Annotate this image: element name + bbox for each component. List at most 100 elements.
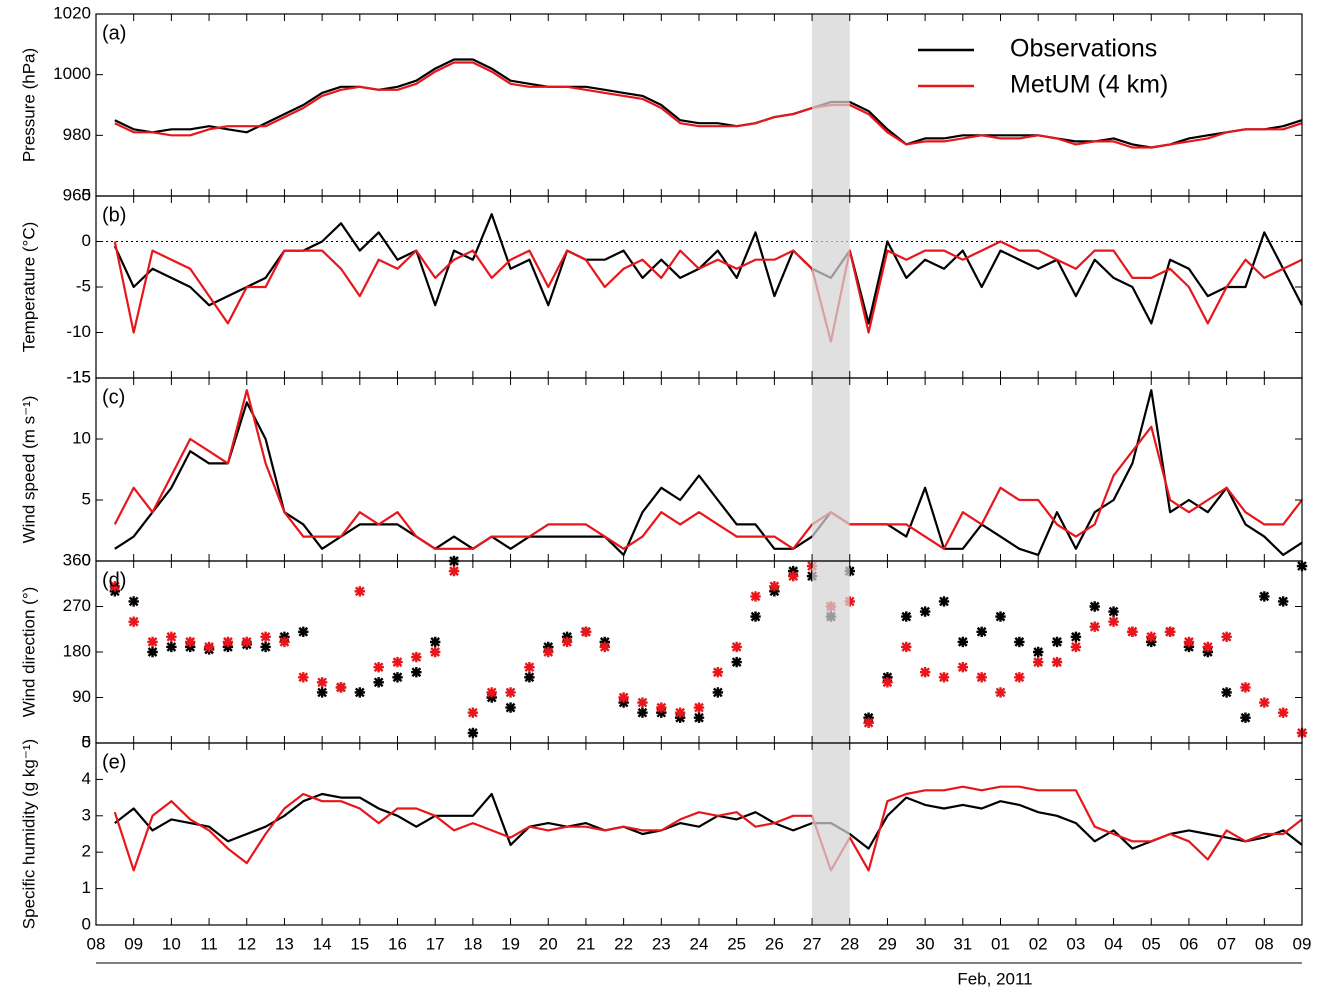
panel-label: (c)	[102, 386, 125, 408]
data-point	[1051, 656, 1063, 668]
data-line	[113, 240, 1303, 343]
y-tick-label: 180	[63, 641, 91, 660]
data-point	[1089, 601, 1100, 612]
x-tick-label: 08	[87, 934, 106, 953]
x-tick-label: 12	[237, 934, 256, 953]
y-tick-label: 0	[82, 732, 91, 751]
y-tick-label: 5	[82, 489, 91, 508]
legend-label: Observations	[1010, 35, 1157, 63]
data-point	[938, 672, 950, 683]
x-tick-label: 17	[426, 934, 445, 953]
data-point	[298, 672, 309, 683]
y-tick-label: -5	[76, 276, 91, 295]
data-point	[373, 677, 384, 688]
data-point	[599, 641, 610, 653]
x-tick-label: 23	[652, 934, 671, 953]
x-tick-label: 28	[840, 934, 859, 953]
data-point	[1183, 636, 1195, 648]
data-point	[976, 672, 987, 683]
data-point	[561, 636, 573, 648]
data-point	[1202, 641, 1213, 653]
data-point	[354, 687, 366, 698]
x-tick-label: 24	[690, 934, 709, 953]
x-tick-label: 05	[1142, 934, 1161, 953]
y-tick-label: 0	[82, 231, 91, 250]
data-point	[411, 667, 422, 678]
data-point	[1277, 596, 1289, 607]
data-point	[524, 661, 535, 673]
x-tick-label: 07	[1217, 934, 1236, 953]
data-point	[448, 565, 460, 577]
x-tick-label: 02	[1029, 934, 1048, 953]
data-point	[1070, 631, 1082, 643]
data-point	[1240, 712, 1251, 723]
data-point	[222, 636, 234, 648]
data-point	[505, 702, 516, 713]
panel-label: (d)	[102, 569, 126, 591]
data-point	[298, 626, 309, 637]
x-tick-label: 04	[1104, 934, 1123, 953]
data-point	[279, 636, 290, 648]
y-tick-label: -10	[66, 322, 91, 341]
y-axis-label: Temperature (°C)	[19, 222, 38, 353]
data-point	[1127, 626, 1138, 637]
panel-label: (a)	[102, 22, 126, 44]
data-point	[260, 631, 271, 643]
data-point	[128, 596, 139, 607]
y-tick-label: 90	[72, 687, 91, 706]
data-point	[1259, 697, 1270, 708]
annotation: Feb, 2011	[957, 969, 1032, 988]
data-point	[731, 656, 742, 668]
data-point	[901, 611, 912, 622]
data-point	[467, 707, 479, 718]
y-axis-label: Wind speed (m s⁻¹)	[19, 396, 38, 544]
data-line	[113, 213, 1303, 325]
data-point	[919, 606, 931, 617]
x-tick-label: 18	[463, 934, 482, 953]
data-point	[354, 586, 366, 597]
data-point	[618, 692, 629, 703]
data-point	[863, 717, 874, 728]
x-tick-label: 03	[1066, 934, 1085, 953]
y-axis-label: Specific humidity (g kg⁻¹)	[19, 739, 38, 929]
x-tick-label: 15	[350, 934, 369, 953]
data-point	[995, 611, 1006, 622]
panel-label: (b)	[102, 204, 126, 226]
data-point	[731, 641, 742, 653]
data-point	[1277, 707, 1289, 718]
data-point	[919, 667, 931, 678]
data-point	[373, 661, 384, 673]
data-point	[524, 672, 535, 683]
data-line	[114, 389, 1303, 556]
x-tick-label: 31	[953, 934, 972, 953]
data-point	[1221, 687, 1232, 698]
data-point	[109, 581, 121, 592]
x-tick-label: 08	[1255, 934, 1274, 953]
y-tick-label: 360	[63, 550, 91, 569]
y-tick-label: 10	[72, 428, 91, 447]
data-point	[392, 672, 403, 683]
panel-frame	[95, 377, 1303, 562]
x-tick-label: 27	[803, 934, 822, 953]
y-tick-label: 270	[63, 596, 91, 615]
data-point	[147, 646, 158, 658]
x-tick-label: 09	[124, 934, 143, 953]
panel-frame	[95, 195, 1303, 379]
panel-label: (e)	[102, 751, 126, 773]
y-tick-label: 1000	[53, 64, 91, 83]
data-point	[166, 641, 177, 653]
data-point	[882, 677, 893, 688]
data-point	[392, 656, 403, 668]
x-tick-label: 30	[916, 934, 935, 953]
panel-frame	[95, 742, 1303, 926]
data-point	[1014, 672, 1025, 683]
x-tick-label: 06	[1179, 934, 1198, 953]
data-point	[1032, 656, 1044, 668]
y-tick-label: 980	[63, 125, 91, 144]
data-point	[1014, 636, 1025, 648]
data-point	[901, 641, 912, 653]
data-point	[166, 631, 177, 643]
x-tick-label: 13	[275, 934, 294, 953]
x-tick-label: 20	[539, 934, 558, 953]
